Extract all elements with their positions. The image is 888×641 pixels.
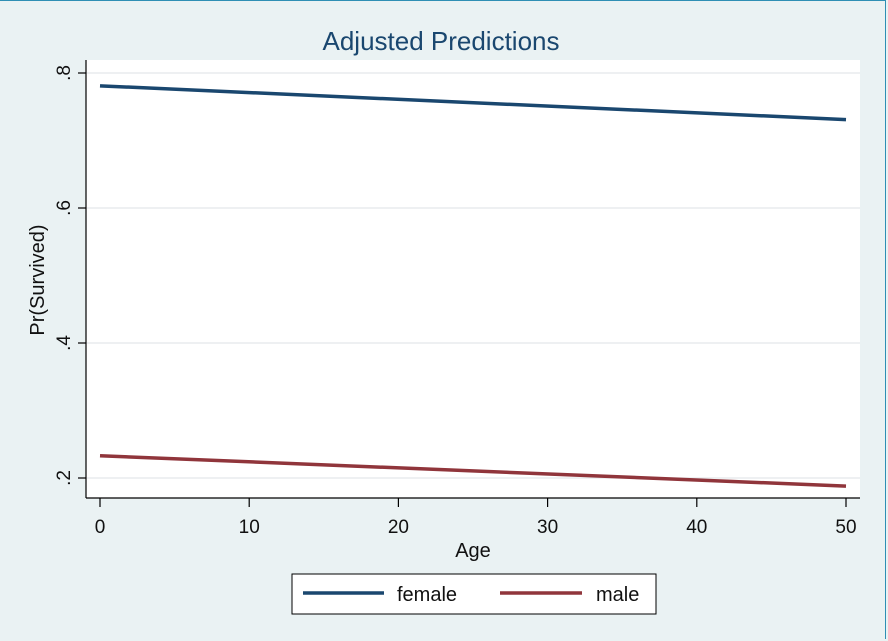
x-tick-label: 40: [686, 517, 707, 538]
x-tick-label: 20: [388, 517, 409, 538]
x-tick-label: 0: [95, 517, 106, 538]
x-axis-title: Age: [455, 540, 491, 562]
chart-title: Adjusted Predictions: [322, 26, 559, 56]
series-layer: [99, 84, 847, 488]
legend-label-male: male: [596, 584, 639, 606]
legend-box: [291, 573, 657, 615]
y-tick-label: .2: [54, 470, 75, 486]
grid-lines: [86, 72, 860, 479]
x-tick-label: 10: [239, 517, 260, 538]
y-tick-label: .4: [54, 335, 75, 351]
x-tick-label: 30: [537, 517, 558, 538]
legend-label-female: female: [397, 584, 457, 606]
x-axis-ticks: 0 10 20 30 40 50: [95, 498, 857, 538]
x-tick-label: 50: [835, 517, 856, 538]
y-axis-ticks: .2 .4 .6 .8: [54, 65, 86, 486]
y-axis-title: Pr(Survived): [27, 224, 49, 335]
series-line-male: [99, 453, 847, 488]
plot-background: [86, 60, 860, 498]
series-line-female: [99, 84, 847, 122]
y-tick-label: .6: [54, 200, 75, 216]
legend: female male: [291, 573, 657, 615]
y-tick-label: .8: [54, 65, 75, 81]
